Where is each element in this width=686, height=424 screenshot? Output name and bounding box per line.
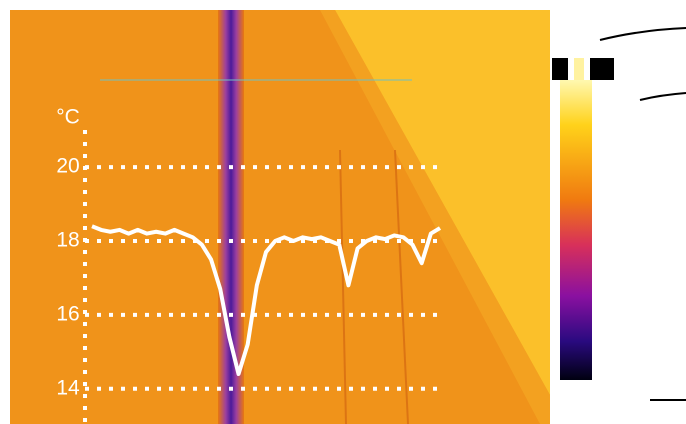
y-tick-label: 14	[56, 376, 80, 399]
thermal-view: °C 14 16 18 20	[0, 0, 686, 424]
thermal-image	[10, 10, 550, 424]
y-tick-label: 16	[56, 302, 79, 325]
decoration	[600, 28, 686, 400]
y-tick-label: 18	[56, 229, 79, 252]
y-axis-unit: °C	[56, 106, 80, 129]
color-scale	[552, 58, 614, 380]
y-tick-label: 20	[56, 155, 79, 178]
